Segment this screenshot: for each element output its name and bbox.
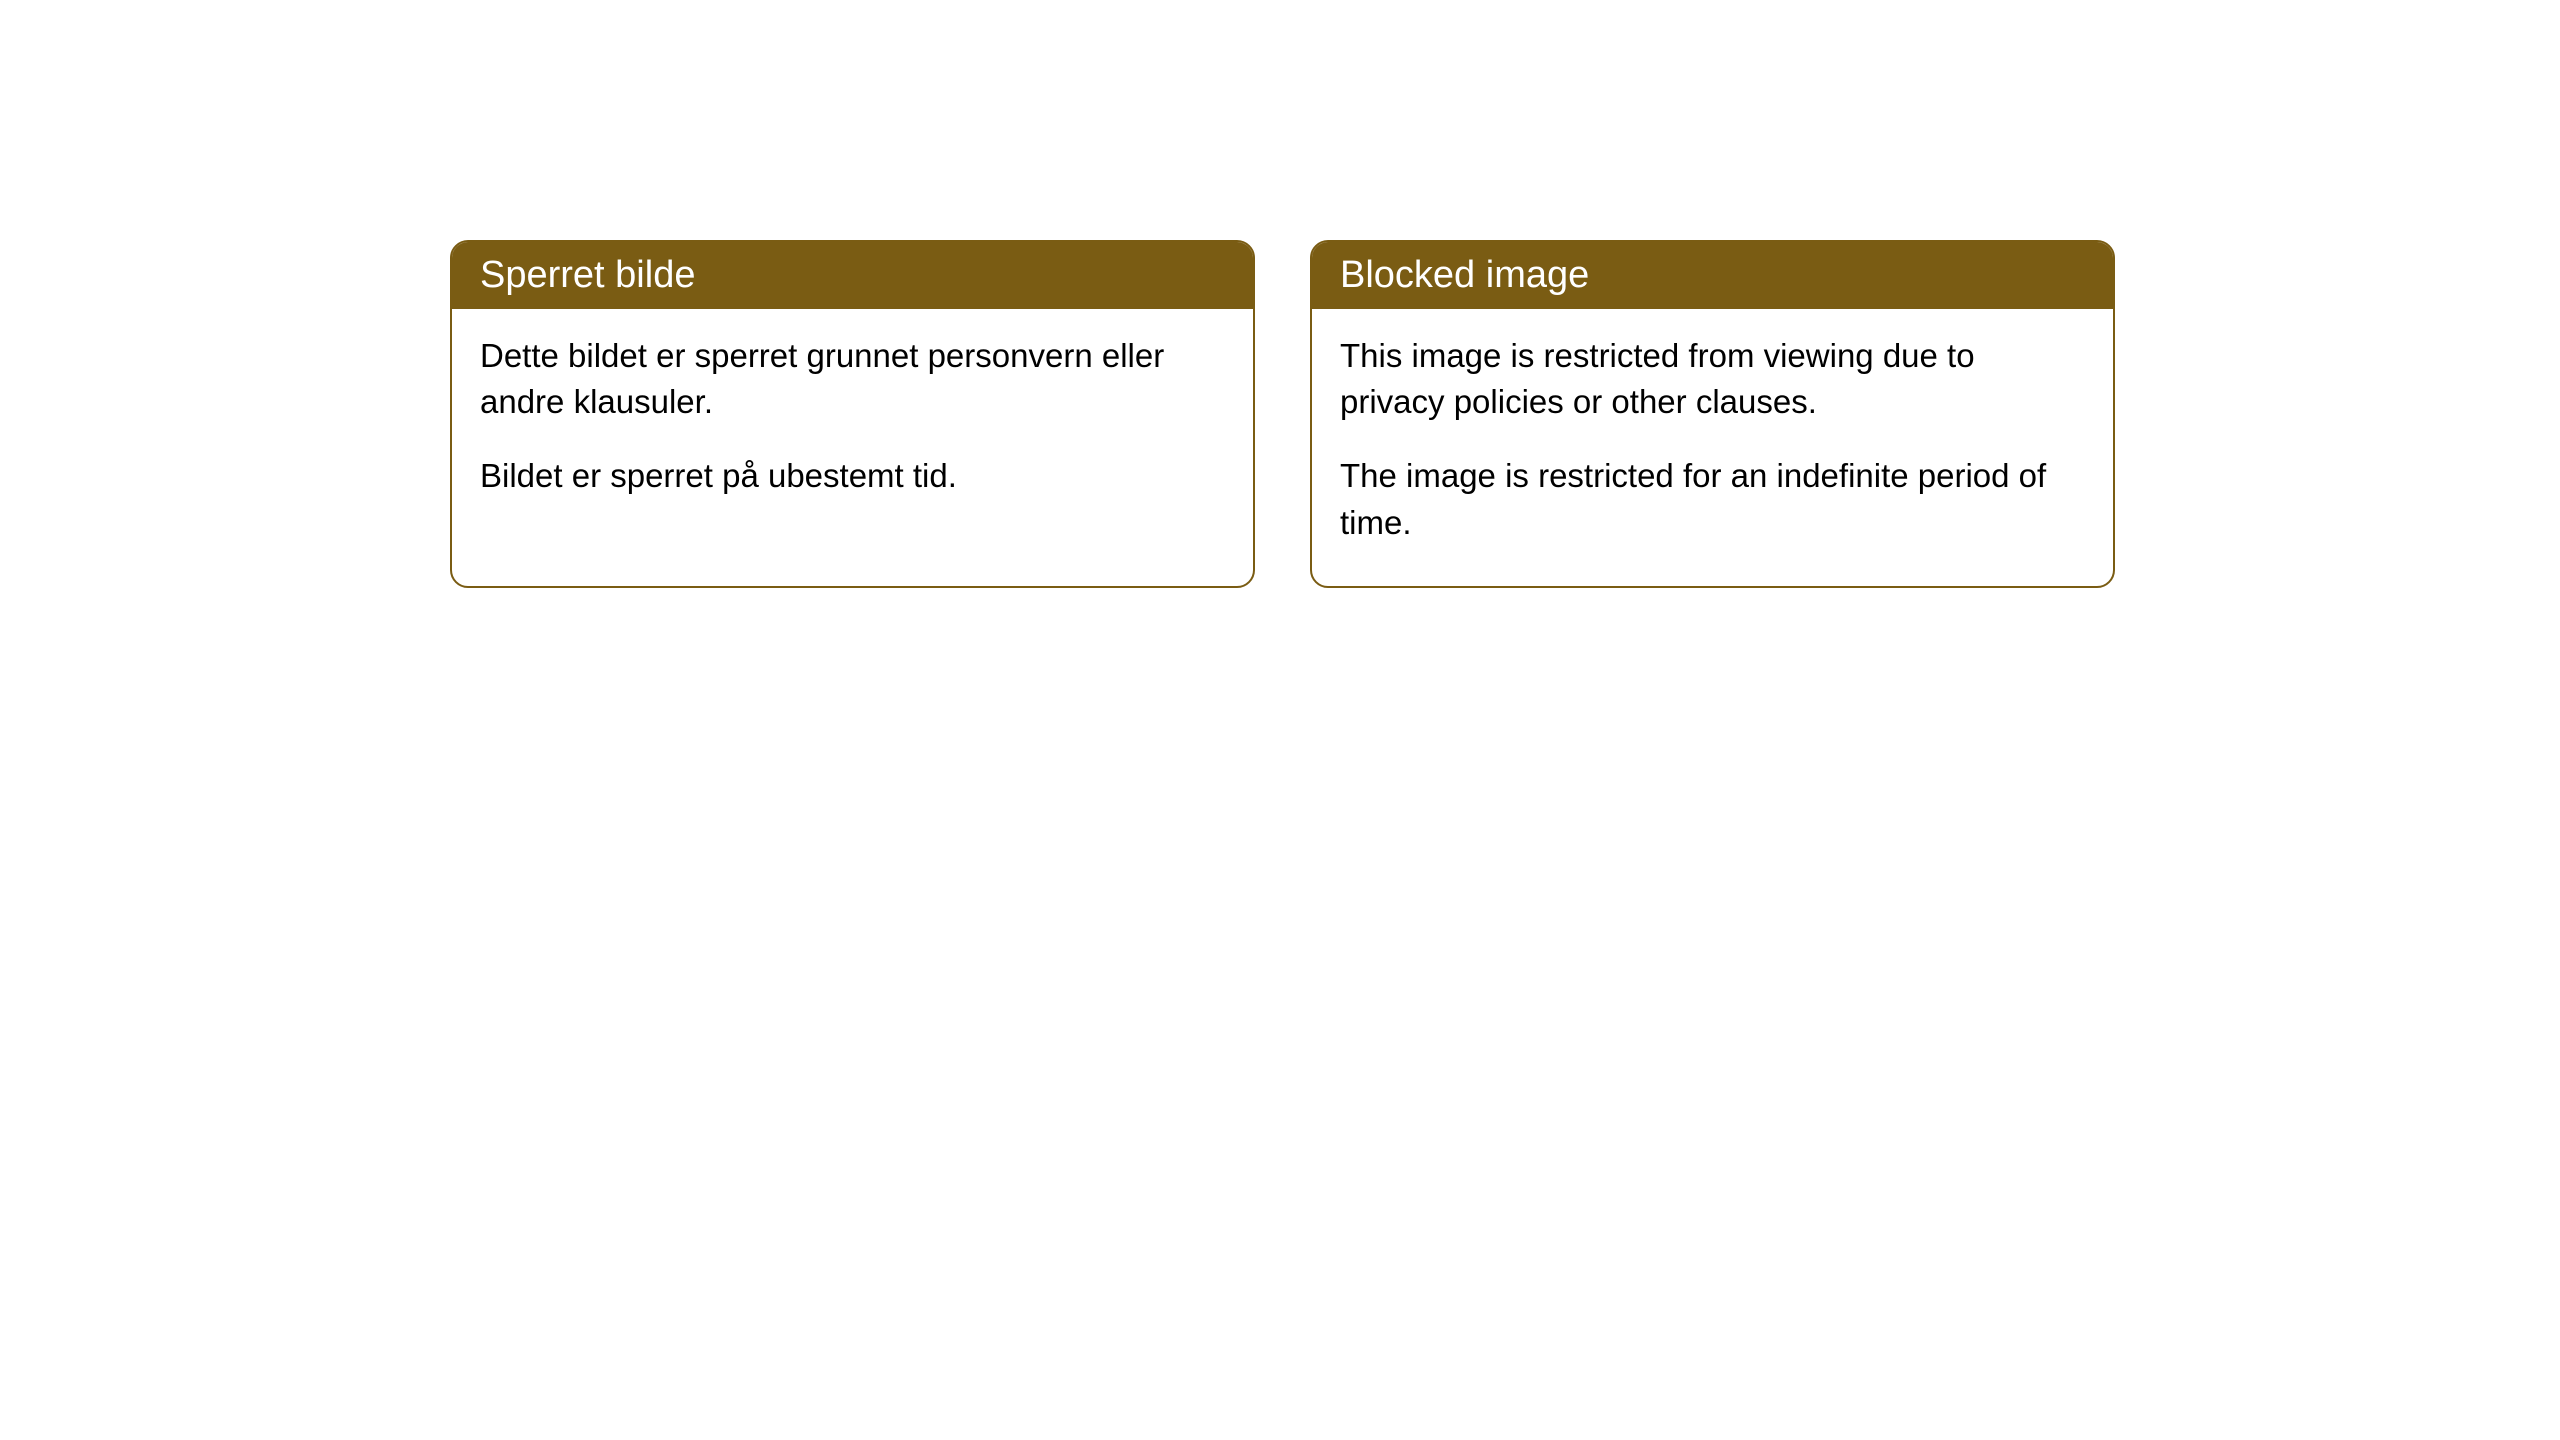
notice-header-norwegian: Sperret bilde — [452, 242, 1253, 309]
notice-text-2: The image is restricted for an indefinit… — [1340, 453, 2085, 545]
notice-body-norwegian: Dette bildet er sperret grunnet personve… — [452, 309, 1253, 540]
notice-text-1: This image is restricted from viewing du… — [1340, 333, 2085, 425]
notice-card-english: Blocked image This image is restricted f… — [1310, 240, 2115, 588]
notice-header-english: Blocked image — [1312, 242, 2113, 309]
notice-cards-container: Sperret bilde Dette bildet er sperret gr… — [0, 0, 2560, 588]
notice-body-english: This image is restricted from viewing du… — [1312, 309, 2113, 586]
notice-card-norwegian: Sperret bilde Dette bildet er sperret gr… — [450, 240, 1255, 588]
notice-text-1: Dette bildet er sperret grunnet personve… — [480, 333, 1225, 425]
notice-text-2: Bildet er sperret på ubestemt tid. — [480, 453, 1225, 499]
